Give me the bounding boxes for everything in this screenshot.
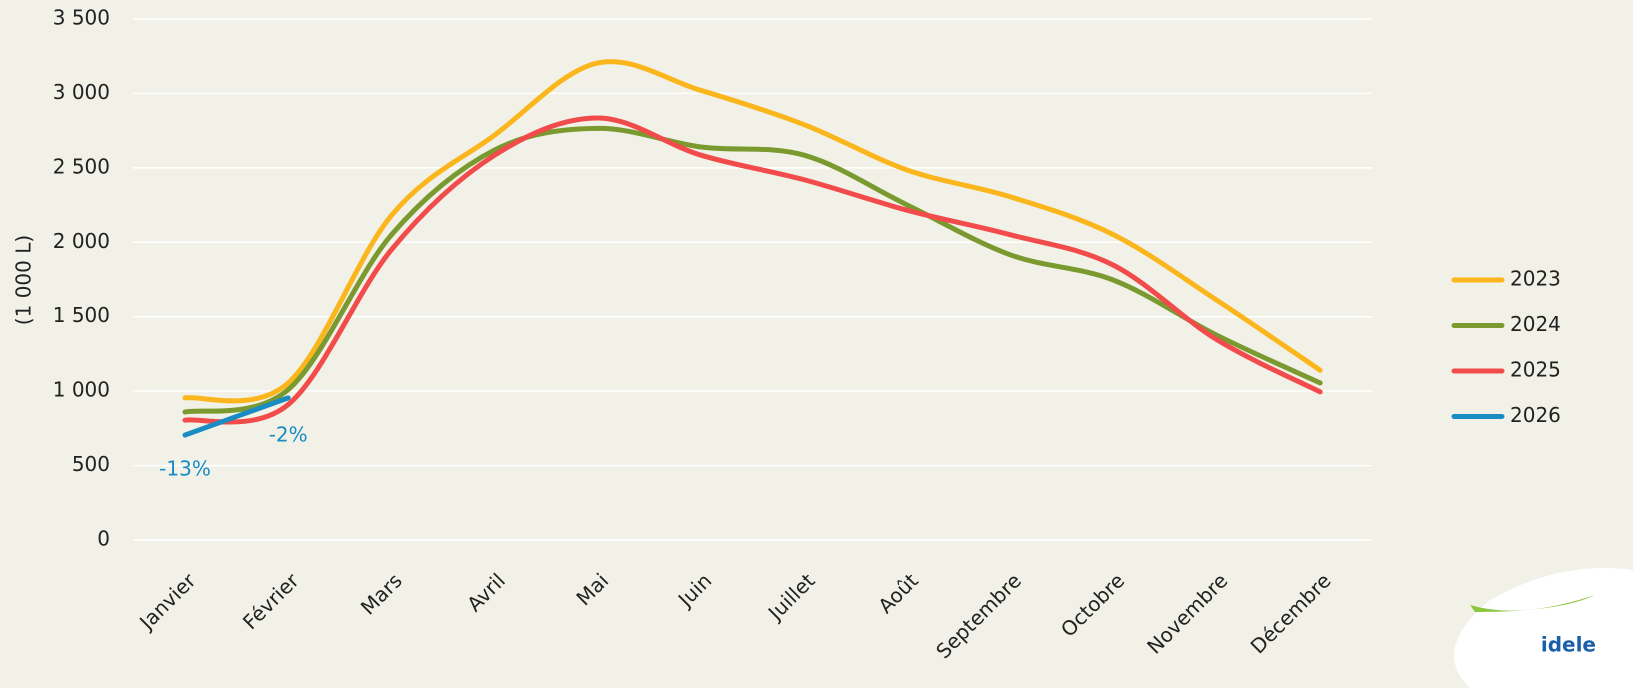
annotation: -2%: [269, 422, 308, 446]
x-tick-label: Juillet: [762, 568, 820, 626]
series-line: [182, 125, 1323, 415]
logo: idele: [1454, 568, 1633, 688]
legend-label: 2024: [1510, 312, 1561, 336]
y-tick-label: 1 000: [53, 378, 110, 402]
x-tick-label: Septembre: [931, 568, 1026, 663]
series-line: [182, 115, 1323, 425]
x-tick-label: Novembre: [1142, 568, 1232, 658]
legend-label: 2026: [1510, 403, 1561, 427]
y-tick-label: 0: [97, 527, 110, 551]
x-tick-label: Avril: [462, 568, 510, 616]
series-line: [182, 395, 291, 438]
annotation: -13%: [159, 457, 211, 481]
x-tick-label: Août: [873, 568, 923, 618]
y-axis-label: (1 000 L): [12, 235, 36, 325]
y-tick-label: 2 000: [53, 229, 110, 253]
y-tick-label: 3 500: [53, 6, 110, 30]
x-tick-label: Octobre: [1056, 568, 1129, 641]
x-tick-label: Décembre: [1246, 568, 1336, 658]
logo-swoosh: [1470, 595, 1595, 612]
legend-label: 2023: [1510, 267, 1561, 291]
y-tick-label: 1 500: [53, 303, 110, 327]
x-tick-label: Janvier: [133, 568, 201, 636]
x-tick-label: Juin: [672, 568, 716, 612]
series-line: [182, 59, 1323, 404]
y-tick-label: 2 500: [53, 154, 110, 178]
x-tick-label: Mars: [356, 568, 407, 619]
logo-text: idele: [1541, 633, 1596, 657]
y-tick-label: 3 000: [53, 80, 110, 104]
x-tick-label: Mai: [571, 568, 613, 610]
logo-badge: [1454, 568, 1633, 688]
x-tick-label: Février: [238, 568, 304, 634]
y-tick-label: 500: [72, 452, 110, 476]
legend-label: 2025: [1510, 358, 1561, 382]
